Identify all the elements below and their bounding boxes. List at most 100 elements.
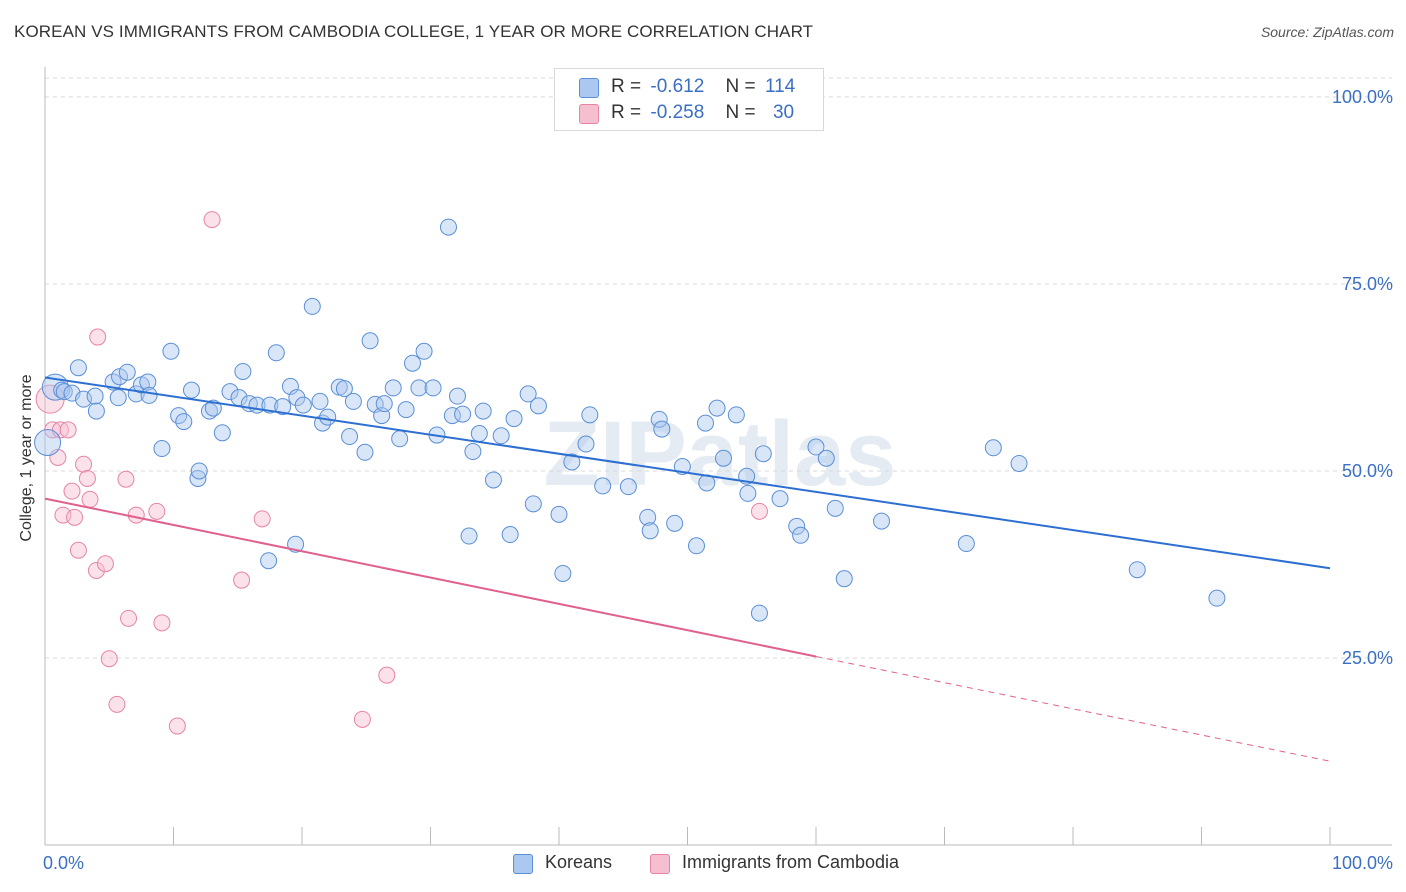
watermark: ZIPatlas: [544, 403, 897, 505]
korean-point: [529, 397, 547, 415]
korean-point: [213, 424, 231, 442]
korean-point: [1010, 454, 1028, 472]
korean-point: [410, 379, 428, 397]
y-tick-label: 25.0%: [1342, 648, 1393, 668]
korean-point: [1128, 561, 1146, 579]
korean-point: [182, 381, 200, 399]
korean-point: [319, 408, 337, 426]
cambodia-trend-line: [44, 497, 817, 658]
korean-point: [221, 383, 239, 401]
cambodia-point: [203, 211, 221, 229]
cambodia-point: [353, 710, 371, 728]
korean-point: [1208, 589, 1226, 607]
cambodia-swatch: [650, 854, 670, 874]
cambodia-point: [66, 508, 84, 526]
korean-point: [34, 429, 62, 457]
cambodia-point: [81, 490, 99, 508]
korean-point: [807, 438, 825, 456]
korean-point: [404, 354, 422, 372]
korean-point: [384, 379, 402, 397]
korean-point: [492, 427, 510, 445]
korean-point: [344, 392, 362, 410]
korean-point: [788, 517, 806, 535]
korean-point: [524, 495, 542, 513]
legend-item-koreans[interactable]: Koreans: [513, 852, 612, 874]
cambodia-point: [89, 328, 107, 346]
korean-point: [639, 508, 657, 526]
korean-point: [260, 552, 278, 570]
korean-point: [118, 363, 136, 381]
cambodia-point: [127, 506, 145, 524]
r-value: -0.612: [650, 76, 705, 97]
n-label: N =: [725, 76, 756, 97]
cambodia-point: [69, 541, 87, 559]
axes: [44, 67, 1392, 846]
x-tick-label: 100.0%: [1332, 853, 1393, 873]
korean-point: [397, 401, 415, 419]
korean-point: [391, 430, 409, 448]
n-value: 30: [772, 102, 795, 123]
tick-labels: 25.0% 50.0% 75.0% 100.0% 0.0% 100.0%: [43, 87, 1393, 873]
cambodia-point: [59, 421, 77, 439]
korean-point: [470, 425, 488, 443]
korean-point: [708, 399, 726, 417]
korean-point: [69, 359, 87, 377]
cambodia-point: [75, 455, 93, 473]
korean-point: [957, 535, 975, 553]
korean-point: [53, 381, 71, 399]
korean-point: [792, 526, 810, 544]
korean-point: [739, 484, 757, 502]
cambodia-point: [100, 650, 118, 668]
legend-item-cambodia[interactable]: Immigrants from Cambodia: [650, 852, 900, 874]
korean-point: [641, 522, 659, 540]
korean-point: [554, 564, 572, 582]
korean-point: [341, 428, 359, 446]
r-label: R =: [611, 76, 642, 97]
x-tick-label: 0.0%: [43, 853, 84, 873]
korean-point: [826, 499, 844, 517]
korean-point: [153, 440, 171, 458]
korean-point: [294, 396, 312, 414]
cambodia-point: [148, 502, 166, 520]
korean-point: [361, 332, 379, 350]
korean-point: [274, 398, 292, 416]
korean-point: [375, 395, 393, 413]
korean-point: [581, 406, 599, 424]
cambodia-point: [96, 555, 114, 573]
korean-point: [204, 399, 222, 417]
trend-lines: [44, 376, 1331, 762]
korean-point: [519, 385, 537, 403]
y-tick-label: 50.0%: [1342, 461, 1393, 481]
korean-point: [474, 402, 492, 420]
cambodia-point: [63, 482, 81, 500]
korean-point: [754, 445, 772, 463]
cambodia-trend-extension: [815, 655, 1331, 762]
korean-point: [505, 410, 523, 428]
korean-point: [464, 443, 482, 461]
stats-legend: R = -0.612 N = 114 R = -0.258 N = 30: [554, 68, 824, 131]
cambodia-swatch: [579, 104, 599, 124]
r-value: -0.258: [650, 102, 705, 123]
cambodia-point: [117, 470, 135, 488]
korean-point: [162, 342, 180, 360]
korean-point: [594, 477, 612, 495]
koreans-swatch: [579, 78, 599, 98]
koreans-trend-line: [44, 376, 1331, 570]
cambodia-point: [153, 614, 171, 632]
cambodia-point: [87, 561, 105, 579]
cambodia-point: [750, 502, 768, 520]
korean-point: [750, 604, 768, 622]
legend-label: Immigrants from Cambodia: [682, 852, 900, 872]
korean-point: [311, 392, 329, 410]
korean-point: [303, 297, 321, 315]
korean-point: [109, 389, 127, 407]
korean-point: [714, 449, 732, 467]
korean-point: [484, 471, 502, 489]
korean-point: [619, 478, 637, 496]
korean-point: [873, 512, 891, 530]
cambodia-point: [168, 717, 186, 735]
korean-point: [140, 386, 158, 404]
korean-point: [501, 526, 519, 544]
korean-point: [261, 396, 279, 414]
